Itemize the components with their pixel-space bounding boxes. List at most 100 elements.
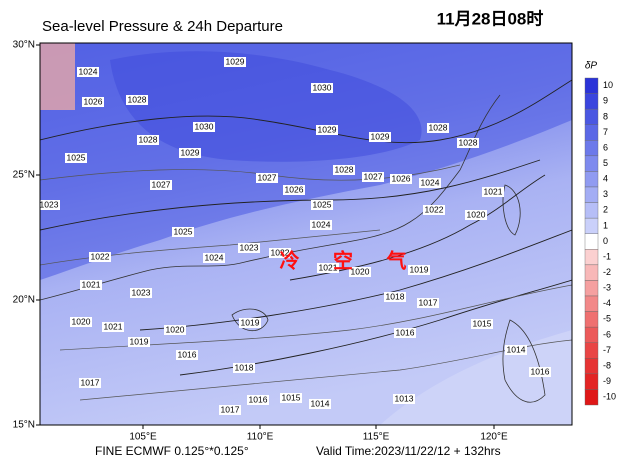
colorbar-label: -10 <box>603 392 616 402</box>
contour-label: 1029 <box>318 124 337 134</box>
contour-labels: 1029 1024 1026 1028 1030 1030 1029 1029 1028 1028… <box>40 56 551 415</box>
date: 11月28日08时 <box>437 9 544 28</box>
contour-label-bg <box>311 200 333 210</box>
contour-label-bg <box>82 97 104 107</box>
contour-label: 1025 <box>313 199 332 209</box>
contour-label: 1020 <box>72 316 91 326</box>
lat-label: 30°N <box>13 40 35 51</box>
colorbar-cell <box>584 217 599 234</box>
contour-label: 1024 <box>205 252 224 262</box>
contour-label-bg <box>419 178 441 188</box>
lat-label: 20°N <box>13 295 35 306</box>
colorbar-cell <box>584 373 599 390</box>
colorbar-label: -7 <box>603 345 611 355</box>
contour-label-bg <box>316 125 338 135</box>
contour-label: 1024 <box>312 219 331 229</box>
colorbar-label: -1 <box>603 251 611 261</box>
contour-label: 1020 <box>351 266 370 276</box>
contour-label: 1029 <box>226 56 245 66</box>
lon-label: 105°E <box>129 432 157 443</box>
contour-label: 1027 <box>152 179 171 189</box>
colorbar-cell <box>584 124 599 141</box>
contour-label: 1016 <box>249 394 268 404</box>
contour-label-bg <box>417 298 439 308</box>
valid-time: Valid Time:2023/11/22/12 + 132hrs <box>316 444 501 458</box>
contour-label: 1028 <box>459 137 478 147</box>
colorbar-label: 2 <box>603 205 608 215</box>
contour-label-bg <box>427 123 449 133</box>
contour-label-bg <box>40 200 60 210</box>
contour-label-bg <box>369 132 391 142</box>
colorbar-label: 7 <box>603 127 608 137</box>
colorbar-cell <box>584 326 599 343</box>
contour-label: 1022 <box>91 251 110 261</box>
colorbar-label: -4 <box>603 298 611 308</box>
colorbar-cell <box>584 171 599 188</box>
contour-label-bg <box>390 174 412 184</box>
contour-label-bg <box>529 367 551 377</box>
contour-label: 1021 <box>319 262 338 272</box>
colorbar-label: -9 <box>603 376 611 386</box>
title: Sea-level Pressure & 24h Departure <box>42 18 283 35</box>
contour-label: 1017 <box>221 404 240 414</box>
map-frame <box>39 42 573 426</box>
colorbar-cell <box>584 140 599 157</box>
contour-label-bg <box>465 210 487 220</box>
colorbar-cell <box>584 358 599 375</box>
contour-label-bg <box>77 67 99 77</box>
map-area: 1029 1024 1026 1028 1030 1030 1029 1029 1028 1028… <box>40 43 572 425</box>
contour-label: 1028 <box>429 122 448 132</box>
colorbar-cell <box>584 155 599 172</box>
colorbar-title: δP <box>585 61 598 72</box>
lon-label: 115°E <box>363 432 390 443</box>
colorbar-label: -3 <box>603 283 611 293</box>
contour-label: 1025 <box>174 226 193 236</box>
contour-label: 1028 <box>139 134 158 144</box>
contour-label-bg <box>193 122 215 132</box>
contour-label: 1021 <box>104 321 123 331</box>
contour-label-bg <box>128 337 150 347</box>
contour-label-bg <box>130 288 152 298</box>
colorbar-label: 10 <box>603 80 613 90</box>
contour-label-bg <box>317 263 339 273</box>
contour-label-bg <box>349 267 371 277</box>
contour-label: 1019 <box>410 264 429 274</box>
contour-label: 1019 <box>241 317 260 327</box>
colorbar-label: 0 <box>603 236 608 246</box>
colorbar-label: 8 <box>603 111 608 121</box>
colorbar-cell <box>584 295 599 312</box>
contour-label: 1015 <box>473 318 492 328</box>
contour-label-bg <box>269 248 291 258</box>
colorbar-cell <box>584 202 599 219</box>
contour-label-bg <box>362 172 384 182</box>
contour-label-bg <box>247 395 269 405</box>
contour-label-bg <box>283 185 305 195</box>
contour-label: 1017 <box>81 377 100 387</box>
contour-label: 1016 <box>178 349 197 359</box>
contour-label: 1016 <box>396 327 415 337</box>
contour-label: 1026 <box>285 184 304 194</box>
contour-label: 1027 <box>364 171 383 181</box>
contour-label-bg <box>150 180 172 190</box>
colorbar-cell <box>584 389 599 406</box>
contour-label-bg <box>80 280 102 290</box>
contour-label: 1018 <box>386 291 405 301</box>
contour-label-bg <box>219 405 241 415</box>
contour-label-bg <box>65 153 87 163</box>
contour-label-bg <box>471 319 493 329</box>
contour-label-bg <box>408 265 430 275</box>
contour-label-bg <box>505 345 527 355</box>
contour-label-bg <box>309 399 331 409</box>
contour-label: 1021 <box>484 186 503 196</box>
contour-label-bg <box>89 252 111 262</box>
colorbar-cell <box>584 108 599 125</box>
contour-label-bg <box>172 227 194 237</box>
lon-label: 120°E <box>480 432 508 443</box>
contour-label-bg <box>102 322 124 332</box>
contour-label: 1026 <box>84 96 103 106</box>
colorbar-cell <box>584 280 599 297</box>
contour-label: 1027 <box>258 172 277 182</box>
colorbar-label: -5 <box>603 314 611 324</box>
